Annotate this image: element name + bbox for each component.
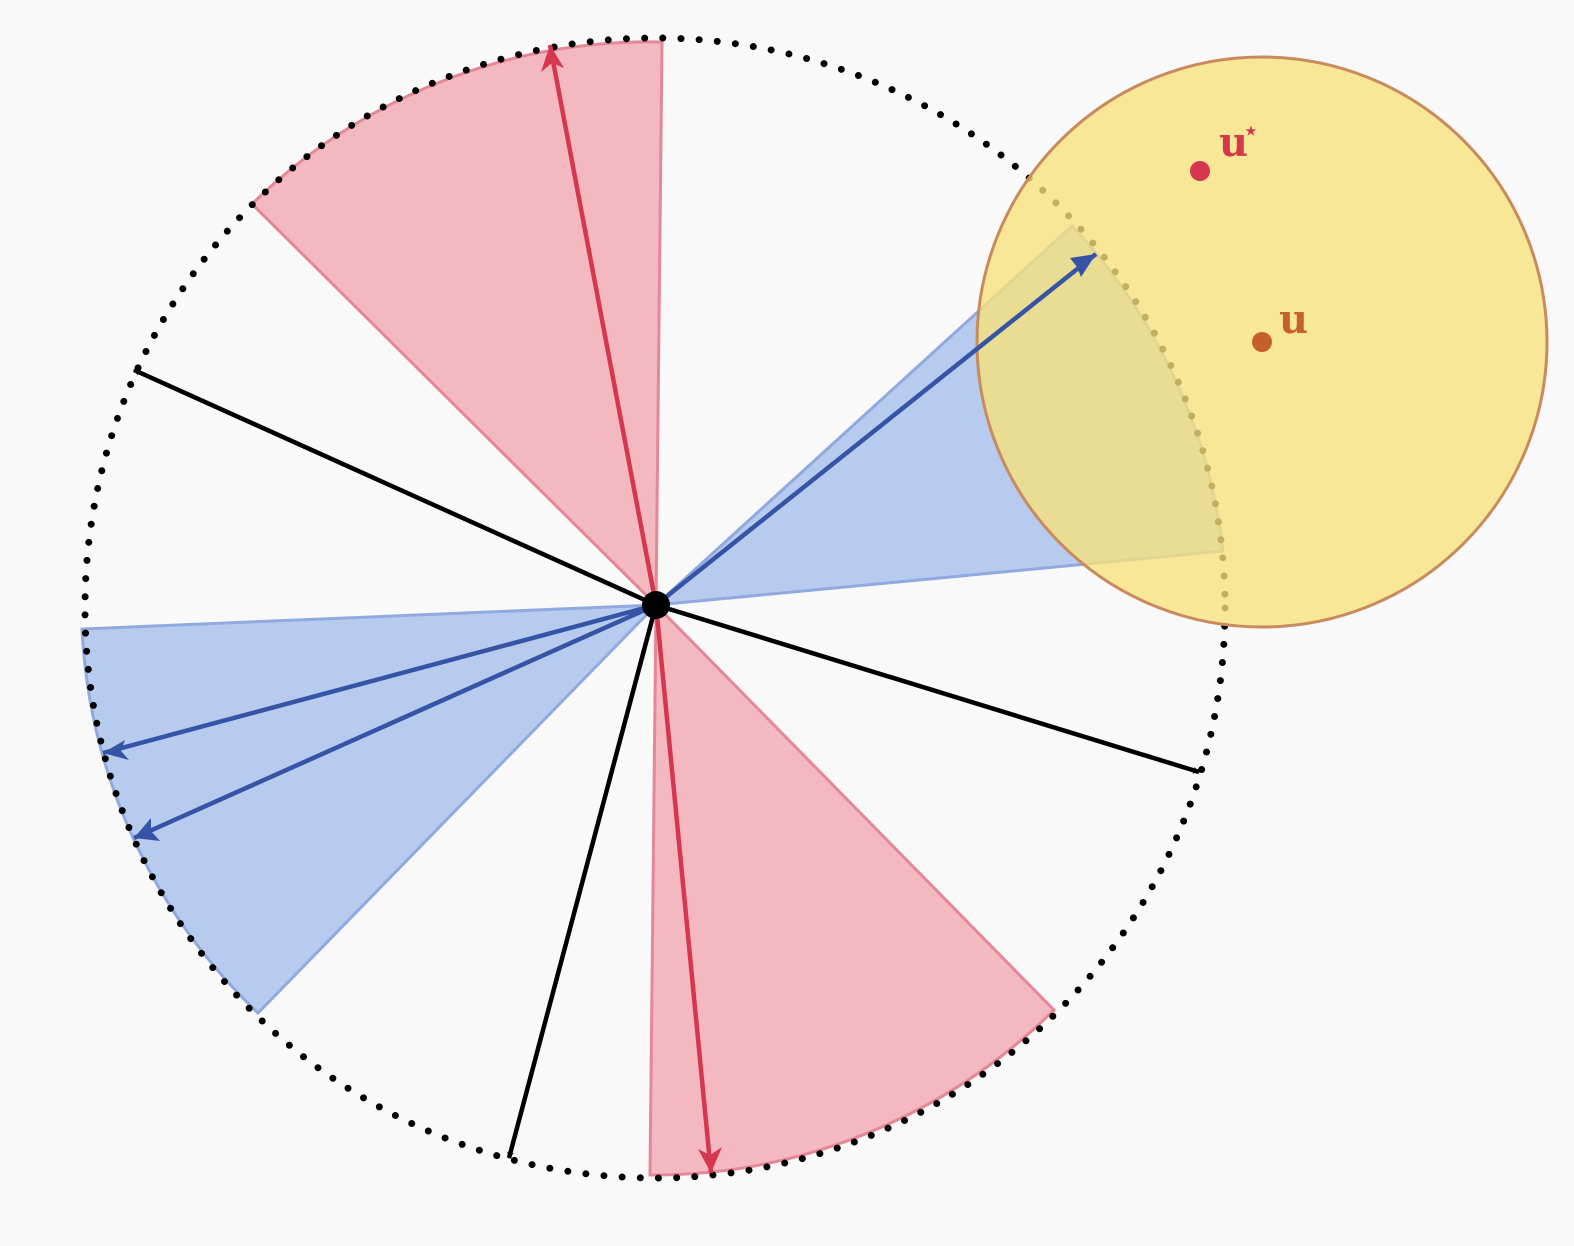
u-point (1252, 332, 1272, 352)
black-arrow-right (655, 602, 1201, 775)
blue-arrow-upper-right (654, 252, 1098, 607)
center-point (642, 591, 670, 619)
red-arrow-up (547, 44, 659, 606)
black-arrows (133, 367, 1201, 1160)
u-star-point (1190, 161, 1210, 181)
red-sector-bottom (648, 601, 1057, 1177)
star-icon: ⋆ (1244, 118, 1258, 144)
u-star-label: u (1219, 119, 1248, 166)
red-arrows (541, 44, 722, 1174)
black-arrow-upper-left (133, 367, 657, 608)
blue-arrow-left-upper (102, 602, 657, 756)
blue-sector-left (80, 603, 660, 1016)
blue-arrow-left-lower (133, 602, 657, 841)
red-arrowhead-down (698, 1147, 722, 1173)
blue-arrows (102, 252, 1098, 841)
red-arrowhead-up (541, 45, 564, 72)
blue-arrowhead-left-upper (103, 740, 129, 760)
red-arrow-down (653, 604, 714, 1174)
black-arrow-down-left (506, 604, 659, 1160)
u-label: u (1279, 296, 1308, 343)
red-sector-top (249, 40, 664, 609)
blue-arrowhead-left-lower (134, 818, 160, 841)
blue-arrowhead-upper-right (1070, 254, 1096, 277)
